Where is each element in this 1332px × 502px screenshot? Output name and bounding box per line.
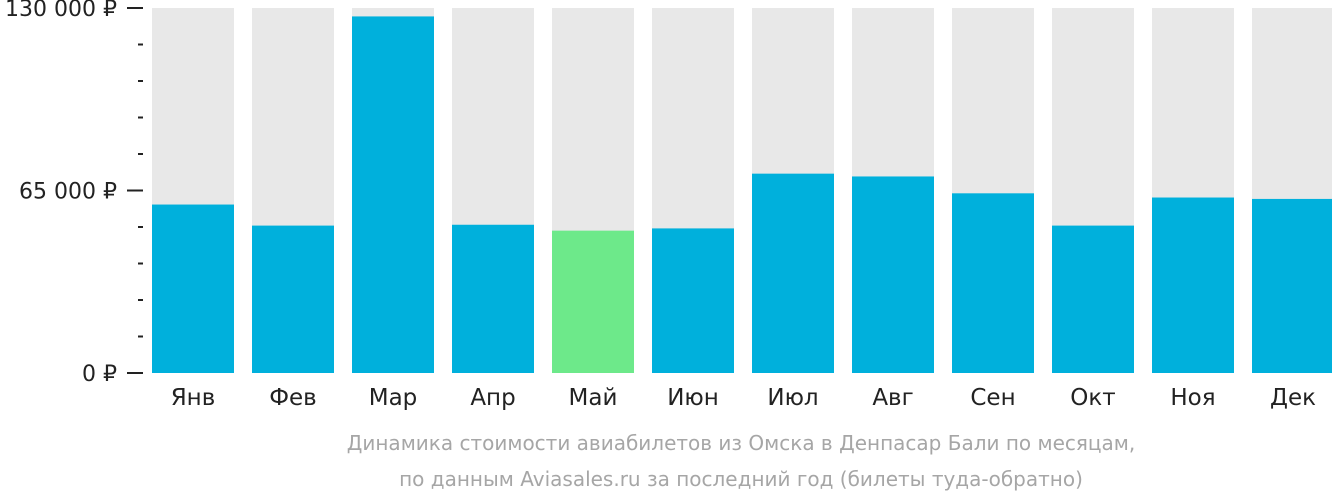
- y-tick-label-2: 65 000 ₽: [19, 180, 117, 205]
- bar-3: [352, 16, 434, 374]
- bar-8: [852, 176, 934, 373]
- x-tick-label-5: Май: [569, 385, 618, 411]
- bar-11: [1152, 197, 1234, 373]
- bar-2: [252, 225, 334, 373]
- bar-4: [452, 224, 534, 373]
- chart-caption-line-1: Динамика стоимости авиабилетов из Омска …: [346, 431, 1136, 455]
- bar-7: [752, 173, 834, 373]
- bar-chart: Янв Фев Мар Апр Май Июн Июл Авг Сен Окт Ноя Дек 0 ₽ 6…: [5, 0, 1332, 411]
- chart-caption-line-2: по данным Aviasales.ru за последний год …: [399, 467, 1083, 491]
- bar-9: [952, 193, 1034, 373]
- x-tick-label-10: Окт: [1070, 385, 1115, 411]
- x-tick-label-11: Ноя: [1170, 385, 1215, 411]
- y-tick-label-3: 130 000 ₽: [5, 0, 117, 22]
- x-tick-label-2: Фев: [269, 385, 317, 411]
- x-tick-label-1: Янв: [171, 385, 216, 411]
- bar-6: [652, 228, 734, 373]
- x-tick-label-8: Авг: [872, 385, 913, 411]
- bar-12: [1252, 198, 1332, 373]
- bar-5: [552, 230, 634, 373]
- bar-1: [152, 204, 234, 373]
- x-tick-label-9: Сен: [970, 385, 1015, 411]
- x-tick-label-7: Июл: [767, 385, 818, 411]
- x-tick-label-12: Дек: [1270, 385, 1316, 411]
- x-tick-label-6: Июн: [667, 385, 719, 411]
- y-tick-label-1: 0 ₽: [82, 362, 117, 387]
- x-tick-label-4: Апр: [470, 385, 515, 411]
- x-tick-label-3: Мар: [369, 385, 418, 411]
- bar-10: [1052, 225, 1134, 373]
